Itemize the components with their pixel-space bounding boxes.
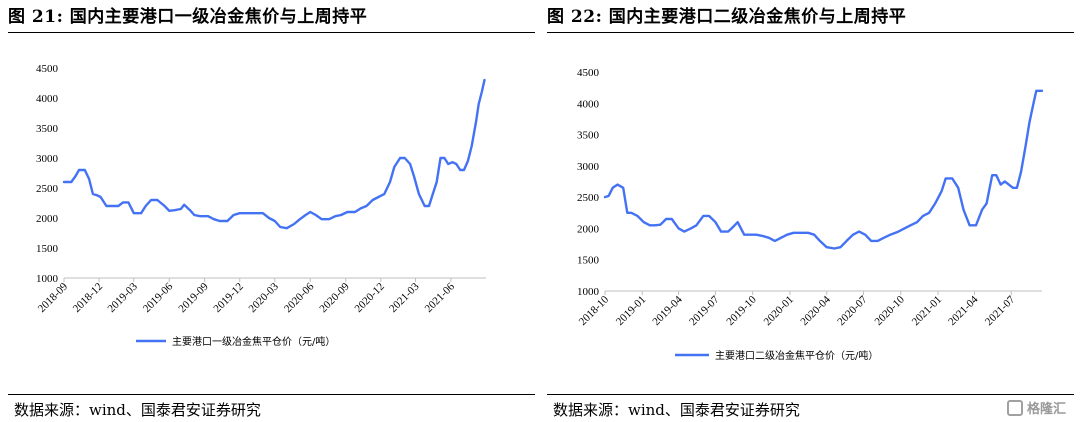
y-tick-label: 4500 bbox=[577, 67, 600, 79]
watermark: 格隆汇 bbox=[1007, 398, 1066, 417]
x-tick-label: 2021-04 bbox=[946, 293, 981, 328]
x-tick-label: 2020-04 bbox=[798, 293, 833, 328]
y-tick-label: 4500 bbox=[36, 63, 59, 75]
figure-22-bottom-rule bbox=[547, 394, 1074, 395]
x-tick-label: 2020-07 bbox=[835, 293, 870, 328]
x-tick-label: 2018-10 bbox=[577, 293, 612, 328]
y-tick-label: 2500 bbox=[36, 183, 59, 195]
y-tick-label: 2500 bbox=[577, 192, 600, 204]
figure-21-title: 图 21: 国内主要港口一级冶金焦价与上周持平 bbox=[8, 2, 367, 27]
y-axis: 1000 1500 2000 2500 3000 3500 4000 4500 bbox=[36, 63, 59, 285]
series-line bbox=[62, 78, 486, 230]
figure-21-label: 图 21: bbox=[8, 7, 64, 27]
figure-22-title: 图 22: 国内主要港口二级冶金焦价与上周持平 bbox=[547, 2, 906, 27]
watermark-text: 格隆汇 bbox=[1027, 402, 1067, 417]
x-tick-label: 2021-01 bbox=[910, 294, 944, 328]
figure-21-bottom-rule bbox=[8, 394, 535, 395]
y-tick-label: 3500 bbox=[577, 130, 600, 142]
x-tick-label: 2018-09 bbox=[36, 280, 71, 315]
x-tick-label: 2019-10 bbox=[724, 293, 759, 328]
x-tick-label: 2019-09 bbox=[176, 280, 211, 315]
y-tick-label: 1500 bbox=[577, 255, 600, 267]
x-tick-label: 2019-04 bbox=[650, 293, 685, 328]
figure-21-top-rule bbox=[8, 32, 535, 33]
y-tick-label: 1000 bbox=[577, 286, 600, 298]
y-tick-label: 3500 bbox=[36, 123, 59, 135]
x-tick-label: 2019-03 bbox=[105, 280, 140, 315]
figure-22-title-text: 国内主要港口二级冶金焦价与上周持平 bbox=[608, 7, 907, 27]
x-axis: 2018-10 2019-01 2019-04 2019-07 2019-10 2020-… bbox=[577, 291, 1018, 328]
y-tick-label: 4000 bbox=[577, 98, 600, 110]
x-tick-label: 2021-07 bbox=[983, 293, 1018, 328]
y-tick-label: 1000 bbox=[36, 273, 59, 285]
legend: 主要港口一级冶金焦平仓价（元/吨） bbox=[136, 335, 335, 348]
legend-label: 主要港口二级冶金焦平仓价（元/吨） bbox=[715, 349, 878, 362]
y-tick-label: 4000 bbox=[36, 93, 59, 105]
x-tick-label: 2020-10 bbox=[872, 293, 907, 328]
figure-22-label: 图 22: bbox=[547, 7, 603, 27]
logo-square-icon bbox=[1007, 399, 1023, 416]
x-tick-label: 2019-01 bbox=[614, 294, 648, 328]
y-tick-label: 1500 bbox=[36, 243, 59, 255]
x-tick-label: 2020-01 bbox=[762, 294, 796, 328]
x-tick-label: 2021-06 bbox=[423, 280, 458, 315]
x-tick-label: 2021-03 bbox=[387, 280, 422, 315]
series-line bbox=[603, 89, 1044, 250]
y-tick-label: 2000 bbox=[577, 223, 600, 235]
x-tick-label: 2020-12 bbox=[352, 281, 386, 315]
y-tick-label: 3000 bbox=[577, 161, 600, 173]
figure-22-source: 数据来源：wind、国泰君安证券研究 bbox=[553, 401, 800, 419]
x-axis: 2018-09 2018-12 2019-03 2019-06 2019-09 2019-… bbox=[36, 278, 458, 315]
x-tick-label: 2019-07 bbox=[687, 293, 722, 328]
x-tick-label: 2018-12 bbox=[71, 281, 105, 315]
x-tick-label: 2020-09 bbox=[317, 280, 352, 315]
x-tick-label: 2019-12 bbox=[211, 281, 245, 315]
figure-22-top-rule bbox=[547, 32, 1074, 33]
x-tick-label: 2019-06 bbox=[141, 280, 176, 315]
figure-21-title-text: 国内主要港口一级冶金焦价与上周持平 bbox=[69, 7, 368, 27]
legend: 主要港口二级冶金焦平仓价（元/吨） bbox=[675, 349, 878, 362]
x-tick-label: 2020-06 bbox=[282, 280, 317, 315]
figure-21-panel: 图 21: 国内主要港口一级冶金焦价与上周持平 1000 1500 2000 2500… bbox=[8, 0, 538, 422]
figure-21-source: 数据来源：wind、国泰君安证券研究 bbox=[14, 401, 261, 419]
x-tick-label: 2020-03 bbox=[247, 280, 282, 315]
y-tick-label: 3000 bbox=[36, 153, 59, 165]
legend-label: 主要港口一级冶金焦平仓价（元/吨） bbox=[172, 335, 335, 348]
y-axis: 1000 1500 2000 2500 3000 3500 4000 4500 bbox=[577, 67, 600, 298]
y-tick-label: 2000 bbox=[36, 213, 59, 225]
figure-22-panel: 图 22: 国内主要港口二级冶金焦价与上周持平 1000 1500 2000 2500… bbox=[547, 0, 1077, 422]
